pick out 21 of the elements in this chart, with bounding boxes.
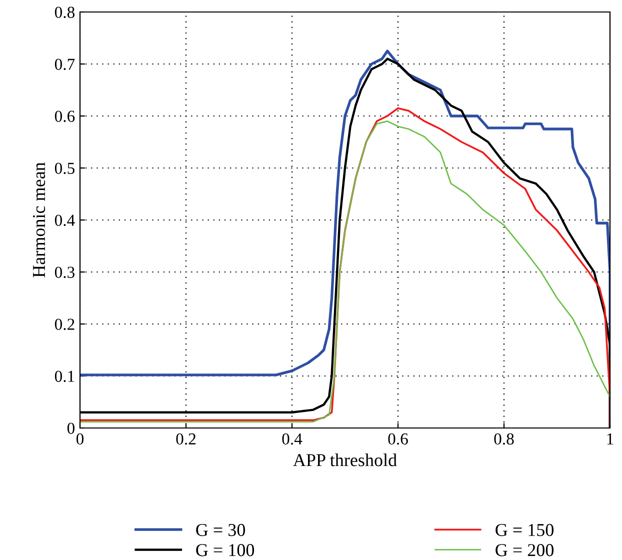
x-tick-label: 1 [607, 433, 614, 444]
x-axis-title: APP threshold [293, 454, 397, 466]
legend-label: G = 30 [196, 524, 246, 536]
y-tick-label: 0.4 [54, 214, 75, 226]
legend-label: G = 200 [496, 544, 554, 556]
y-tick-label: 0.1 [54, 370, 74, 382]
x-tick-label: 0.6 [388, 433, 408, 445]
x-tick-label: 0 [76, 433, 84, 445]
y-tick-label: 0 [67, 422, 75, 434]
x-tick-label: 0.2 [176, 433, 196, 445]
y-tick-label: 0.8 [54, 6, 75, 18]
y-axis-title: Harmonic mean [32, 162, 46, 278]
y-tick-label: 0.6 [54, 110, 75, 122]
y-tick-label: 0.3 [54, 266, 74, 278]
legend-label: G = 100 [196, 544, 254, 556]
x-tick-label: 0.4 [282, 433, 302, 445]
y-tick-label: 0.7 [54, 58, 75, 70]
y-tick-label: 0.5 [54, 162, 74, 174]
legend-label: G = 150 [496, 524, 554, 536]
y-tick-label: 0.2 [54, 318, 74, 330]
x-tick-label: 0.8 [494, 433, 514, 445]
